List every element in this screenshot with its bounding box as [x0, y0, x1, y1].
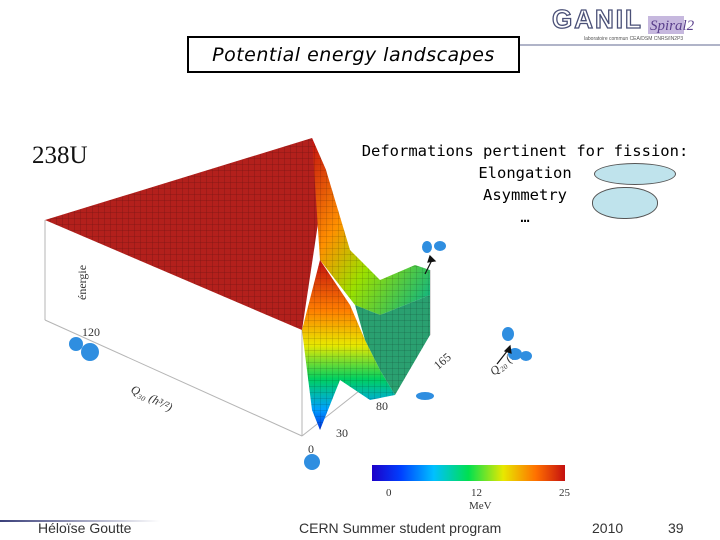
svg-text:Spiral2: Spiral2 [650, 18, 695, 34]
q20-tick-165: 165 [431, 350, 454, 372]
z-axis-label: énergie [75, 265, 89, 300]
colorbar-tick-25: 25 [559, 487, 571, 499]
footer-year: 2010 [592, 520, 624, 536]
svg-text:laboratoire commun CEA/DSM CNR: laboratoire commun CEA/DSM CNRS/IN2P3 [584, 36, 683, 42]
q30-tick-0: 0 [308, 442, 314, 456]
footer-event: CERN Summer student program [299, 520, 502, 536]
q30-tick-120: 120 [82, 325, 100, 339]
element-symbol: U [69, 142, 88, 169]
ganil-spiral2-logo: GANIL Spiral2 laboratoire commun CEA/DSM… [551, 4, 695, 42]
shape-arrows [424, 254, 512, 365]
elongated-shape-icon [594, 163, 676, 185]
q30-axis-label: Q₃₀ (h³/²) [129, 382, 175, 414]
mass-number: 238 [32, 142, 70, 169]
nuclear-shape-blobs [69, 241, 532, 470]
colorbar-tick-12: 12 [471, 487, 482, 499]
footer-rule [0, 520, 160, 522]
energy-colorbar [372, 465, 565, 481]
fission-heading: Deformations pertinent for fission: [361, 142, 689, 160]
potential-energy-surface: énergie Q₃₀ (h³/²) Q₂₀ (b) 120 0 30 80 1… [44, 138, 571, 512]
nucleus-label: 238U [32, 142, 88, 170]
fission-item-elongation: Elongation [478, 164, 572, 182]
colorbar-tick-0: 0 [386, 487, 392, 499]
fission-item-asymmetry: Asymmetry [483, 186, 567, 204]
asymmetric-shape-icon [592, 187, 658, 219]
footer-author: Héloïse Goutte [38, 520, 132, 536]
slide-title-text: Potential energy landscapes [212, 43, 495, 66]
colorbar-unit: MeV [469, 500, 492, 512]
svg-text:GANIL: GANIL [552, 4, 643, 34]
q20-tick-30: 30 [336, 426, 348, 440]
header-rule [520, 44, 720, 46]
q20-tick-80: 80 [376, 399, 388, 413]
slide-number: 39 [668, 520, 684, 536]
fission-deformations: Deformations pertinent for fission: Elon… [355, 140, 695, 228]
slide-title: Potential energy landscapes [187, 36, 520, 73]
fission-item-more: … [520, 208, 530, 226]
